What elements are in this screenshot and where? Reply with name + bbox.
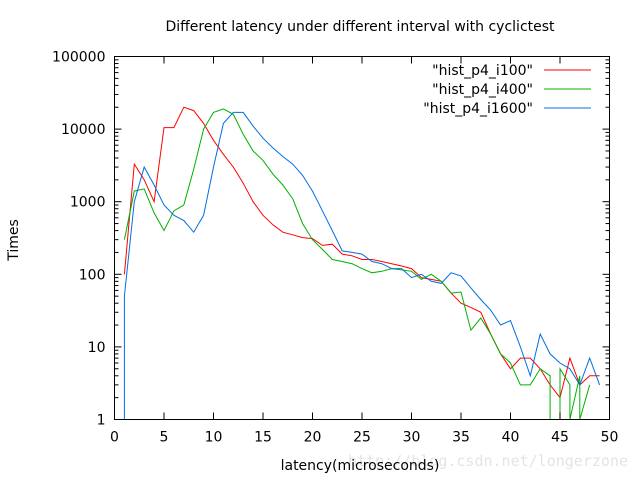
x-tick-label: 40 xyxy=(502,430,520,446)
x-tick-label: 5 xyxy=(160,430,169,446)
x-tick-label: 30 xyxy=(403,430,421,446)
x-tick-label: 20 xyxy=(304,430,322,446)
series-layer xyxy=(123,106,601,420)
x-tick-label: 25 xyxy=(353,430,371,446)
x-tick-label: 45 xyxy=(551,430,569,446)
y-tick-label: 10 xyxy=(88,340,106,356)
legend: "hist_p4_i100" "hist_p4_i400" "hist_p4_i16… xyxy=(423,63,591,117)
y-tick-label: 1 xyxy=(97,413,106,429)
legend-label-3: "hist_p4_i1600" xyxy=(423,101,533,117)
watermark: http://blog.csdn.net/longerzone xyxy=(348,452,628,470)
ticks-layer: 0 5 10 15 20 25 30 35 40 45 50 1 10 100 1000 10000 10000… xyxy=(52,50,618,446)
series-line-2 xyxy=(123,108,591,420)
x-axis-label: latency(microseconds) xyxy=(281,458,440,474)
legend-label-1: "hist_p4_i100" xyxy=(432,63,533,79)
y-tick-label: 100 xyxy=(79,267,106,283)
x-tick-label: 15 xyxy=(254,430,272,446)
legend-label-2: "hist_p4_i400" xyxy=(432,82,533,98)
x-tick-label: 0 xyxy=(110,430,119,446)
y-tick-label: 100000 xyxy=(52,50,105,66)
series-line-3 xyxy=(123,111,601,420)
chart-title: Different latency under different interv… xyxy=(165,19,555,35)
y-tick-label: 1000 xyxy=(70,195,106,211)
series-line-1 xyxy=(123,106,600,399)
plot-frame xyxy=(114,56,610,420)
y-axis-label: Times xyxy=(6,219,22,262)
y-tick-label: 10000 xyxy=(61,122,106,138)
x-tick-label: 10 xyxy=(205,430,223,446)
x-tick-label: 35 xyxy=(452,430,470,446)
x-tick-label: 50 xyxy=(601,430,619,446)
